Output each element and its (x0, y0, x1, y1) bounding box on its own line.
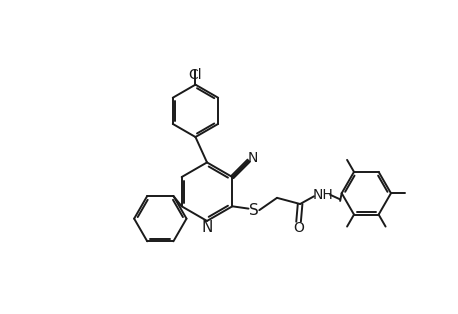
Text: S: S (249, 203, 259, 218)
Text: O: O (293, 221, 304, 235)
Text: N: N (248, 151, 258, 165)
Text: NH: NH (313, 188, 333, 202)
Text: N: N (202, 219, 213, 235)
Text: Cl: Cl (189, 68, 202, 82)
